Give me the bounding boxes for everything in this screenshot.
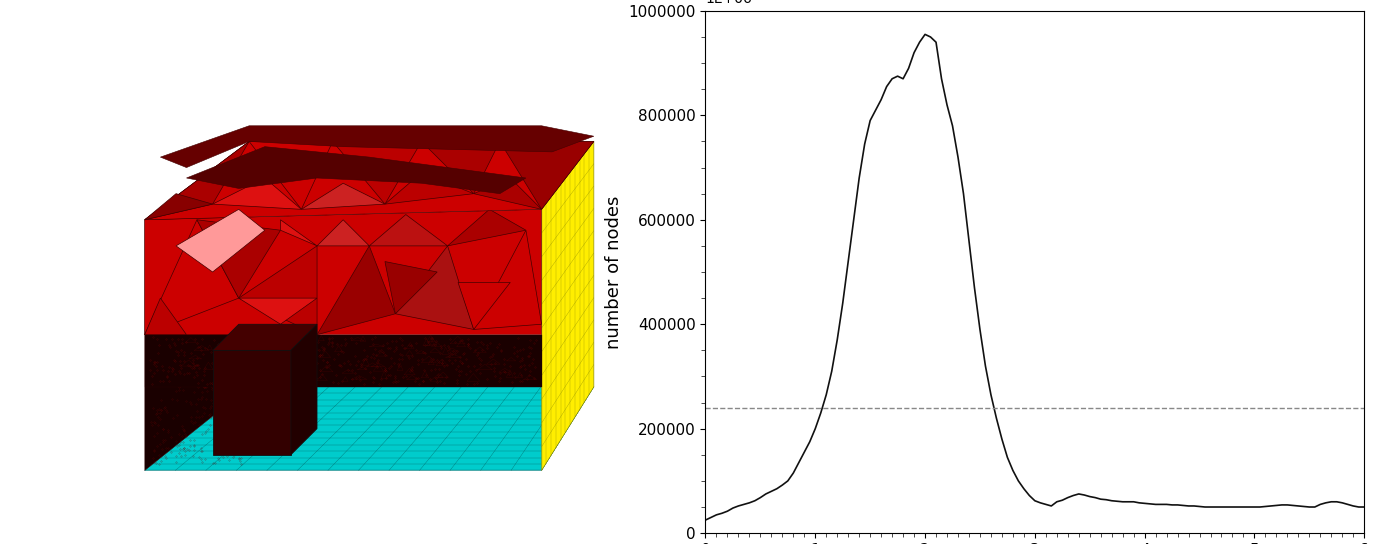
Polygon shape [317, 246, 395, 335]
Polygon shape [291, 324, 317, 455]
Polygon shape [145, 141, 249, 220]
Polygon shape [238, 246, 317, 335]
Y-axis label: number of nodes: number of nodes [605, 195, 623, 349]
Polygon shape [302, 183, 384, 209]
Polygon shape [212, 178, 302, 209]
Polygon shape [186, 147, 526, 194]
Polygon shape [197, 220, 281, 298]
Polygon shape [384, 173, 474, 204]
Polygon shape [145, 141, 594, 220]
Polygon shape [249, 141, 332, 209]
Polygon shape [160, 126, 594, 168]
Polygon shape [145, 387, 594, 471]
Polygon shape [422, 141, 500, 194]
Polygon shape [332, 141, 422, 204]
Polygon shape [145, 209, 542, 335]
Polygon shape [281, 220, 317, 246]
Text: 1E+06: 1E+06 [706, 0, 752, 5]
Polygon shape [474, 230, 542, 330]
Polygon shape [176, 209, 265, 272]
Polygon shape [369, 214, 448, 246]
Polygon shape [145, 335, 542, 387]
Polygon shape [145, 194, 212, 220]
Polygon shape [474, 178, 542, 209]
Polygon shape [145, 141, 249, 471]
Polygon shape [145, 298, 186, 335]
Polygon shape [212, 324, 317, 350]
Polygon shape [500, 141, 594, 209]
Polygon shape [212, 350, 291, 455]
Polygon shape [238, 298, 317, 324]
Polygon shape [145, 220, 238, 335]
Polygon shape [457, 282, 510, 330]
Polygon shape [395, 246, 474, 330]
Polygon shape [448, 209, 526, 246]
Polygon shape [317, 220, 369, 246]
Polygon shape [384, 262, 437, 314]
Polygon shape [542, 141, 594, 471]
